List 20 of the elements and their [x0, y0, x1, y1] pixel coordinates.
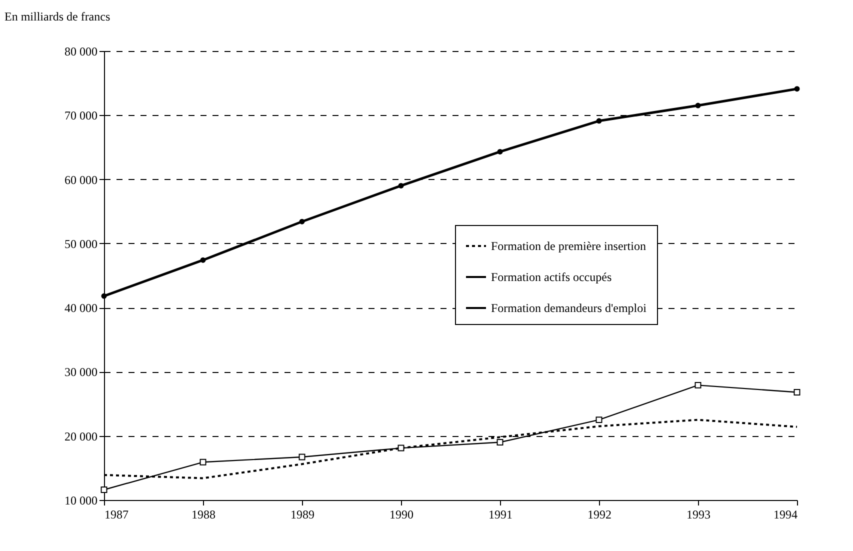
legend-label: Formation demandeurs d'emploi	[491, 301, 648, 315]
y-tick-label: 30 000	[64, 365, 98, 380]
x-tick-label: 1992	[588, 508, 612, 522]
x-tick-label: 1989	[290, 508, 314, 522]
x-tick-label: 1993	[686, 508, 710, 522]
y-tick-label: 20 000	[64, 429, 98, 444]
y-tick-label: 40 000	[64, 301, 98, 316]
legend-label: Formation actifs occupés	[491, 270, 612, 284]
x-tick-label: 1994	[774, 508, 798, 522]
y-tick-label: 70 000	[64, 108, 98, 123]
legend-label: Formation de première insertion	[491, 239, 646, 253]
x-tick-label: 1988	[192, 508, 216, 522]
y-tick-label: 50 000	[64, 236, 98, 251]
x-tick-label: 1991	[488, 508, 512, 522]
y-tick-label: 10 000	[64, 494, 98, 508]
y-tick-label: 60 000	[64, 172, 98, 187]
y-axis-title: En milliards de francs	[4, 10, 110, 24]
x-tick-label: 1987	[104, 508, 128, 522]
y-tick-label: 80 000	[64, 44, 98, 58]
x-tick-label: 1990	[390, 508, 414, 522]
